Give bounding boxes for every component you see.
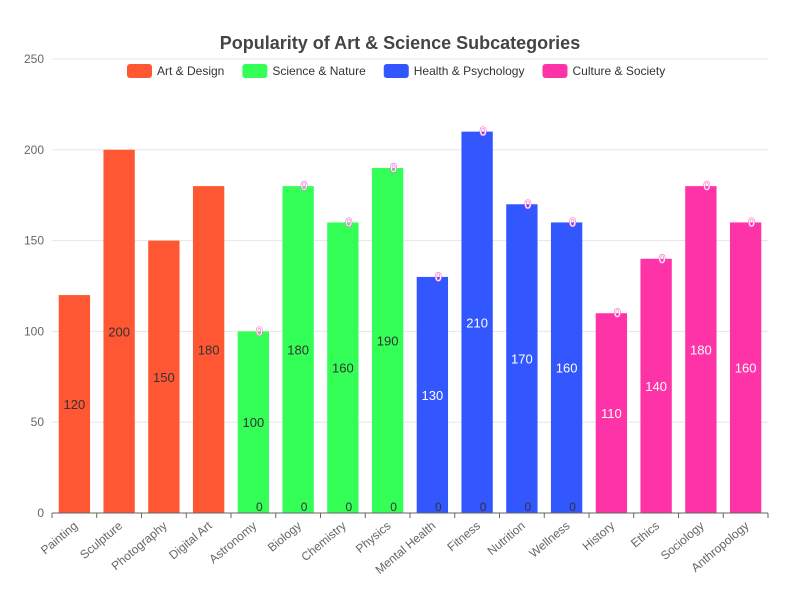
x-tick-label: Ethics <box>628 519 662 551</box>
legend-item[interactable]: Art & Design <box>127 64 224 78</box>
data-label: 0 <box>301 179 308 193</box>
x-tick-label: Fitness <box>444 519 483 555</box>
bar[interactable] <box>103 149 135 514</box>
data-label: 0 <box>480 125 487 139</box>
data-label: 190 <box>377 333 399 348</box>
data-label: 0 <box>435 270 442 284</box>
data-label: 160 <box>332 361 354 376</box>
data-label: 0 <box>748 215 755 229</box>
x-tick-label: Chemistry <box>298 519 348 564</box>
data-label: 160 <box>556 361 578 376</box>
data-label: 0 <box>525 197 532 211</box>
bar[interactable] <box>192 186 225 513</box>
x-tick-label: Astronomy <box>206 519 259 567</box>
legend-swatch <box>542 64 568 78</box>
data-label: 100 <box>243 415 265 430</box>
bar[interactable] <box>416 276 449 513</box>
data-label: 0 <box>659 252 666 266</box>
legend-label: Health & Psychology <box>414 64 525 78</box>
x-tick-label: Wellness <box>526 519 572 561</box>
legend-swatch <box>242 64 268 78</box>
data-label: 0 <box>346 500 353 514</box>
legend-swatch <box>383 64 409 78</box>
data-label: 170 <box>511 352 533 367</box>
legend-swatch <box>127 64 152 78</box>
bar[interactable] <box>148 240 180 513</box>
bar[interactable] <box>327 222 359 513</box>
bar[interactable] <box>685 186 717 513</box>
bars-layer <box>58 131 762 514</box>
data-label: 140 <box>645 379 667 394</box>
legend-item[interactable]: Culture & Society <box>542 64 665 78</box>
bar[interactable] <box>506 204 538 513</box>
bar[interactable] <box>371 167 404 513</box>
data-label: 110 <box>601 406 622 421</box>
legend-item[interactable]: Health & Psychology <box>383 64 525 78</box>
data-label: 180 <box>198 343 220 358</box>
data-label: 0 <box>301 500 308 514</box>
data-label: 0 <box>525 500 532 514</box>
data-label: 210 <box>466 315 488 330</box>
legend-label: Science & Nature <box>272 64 366 78</box>
bar[interactable] <box>729 222 762 513</box>
y-axis: 0 50 100 150 200 250 <box>24 52 44 520</box>
data-label: 160 <box>735 361 757 376</box>
data-label: 120 <box>64 397 86 412</box>
bar[interactable] <box>550 222 583 513</box>
x-tick-label: History <box>580 519 618 554</box>
bar[interactable] <box>640 258 672 513</box>
legend-label: Culture & Society <box>572 64 665 78</box>
data-label: 0 <box>256 500 263 514</box>
data-label: 0 <box>569 500 576 514</box>
y-tick-label: 200 <box>24 143 44 157</box>
bar[interactable] <box>282 186 314 513</box>
legend[interactable]: Art & Design Science & Nature Health & Psy… <box>127 64 665 78</box>
data-label: 0 <box>614 306 621 320</box>
x-tick-label: Painting <box>38 519 80 558</box>
data-label: 0 <box>480 500 487 514</box>
y-tick-label: 150 <box>24 234 44 248</box>
data-labels-layer: 120 200 150 180 100 180 160 190 130 210 170 160 110 1… <box>64 124 757 514</box>
x-tick-label: Physics <box>353 519 394 556</box>
data-label: 180 <box>690 343 712 358</box>
legend-item[interactable]: Science & Nature <box>242 64 366 78</box>
data-label: 180 <box>287 343 309 358</box>
bar[interactable] <box>461 131 493 513</box>
y-tick-label: 100 <box>24 324 44 338</box>
data-label: 0 <box>435 500 442 514</box>
y-tick-label: 250 <box>24 52 44 66</box>
chart-title: Popularity of Art & Science Subcategorie… <box>220 33 580 53</box>
bar[interactable] <box>595 313 628 513</box>
data-label: 0 <box>390 500 397 514</box>
x-tick-label: Nutrition <box>485 519 528 558</box>
bar[interactable] <box>237 331 270 513</box>
y-tick-label: 0 <box>37 506 44 520</box>
data-label: 0 <box>704 179 711 193</box>
y-tick-label: 50 <box>31 415 45 429</box>
x-tick-label: Biology <box>265 519 304 555</box>
data-label: 0 <box>346 215 353 229</box>
data-label: 0 <box>569 215 576 229</box>
bar[interactable] <box>58 295 91 513</box>
data-label: 0 <box>390 161 397 175</box>
data-label: 130 <box>422 388 444 403</box>
data-label: 0 <box>256 324 263 338</box>
data-label: 200 <box>108 324 130 339</box>
legend-label: Art & Design <box>157 64 224 78</box>
data-label: 150 <box>153 370 175 385</box>
